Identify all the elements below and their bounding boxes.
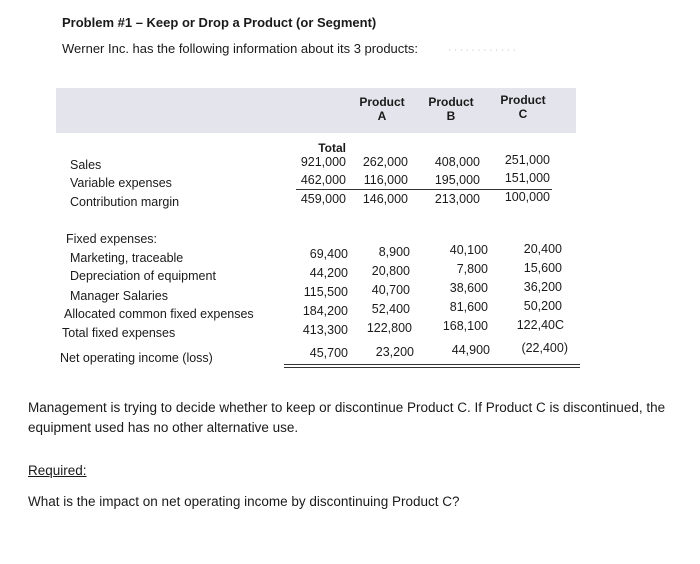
depreciation-a: 20,800 <box>371 264 410 278</box>
table-header-band <box>56 88 576 133</box>
row-label-contribution-margin: Contribution margin <box>70 195 180 209</box>
sales-a: 262,000 <box>362 155 408 169</box>
marketing-a: 8,900 <box>378 245 410 259</box>
cm-c: 100,000 <box>504 190 550 204</box>
sales-b: 408,000 <box>434 155 480 169</box>
noi-c: (22,400) <box>521 341 568 355</box>
marketing-b: 40,100 <box>449 243 488 257</box>
total-fixed-b: 168,100 <box>442 319 488 333</box>
allocated-a: 52,400 <box>371 302 410 316</box>
required-label: Required: <box>28 463 87 478</box>
noi-a: 23,200 <box>375 345 414 359</box>
row-label-sales: Sales <box>70 158 102 172</box>
fixed-expenses-heading: Fixed expenses: <box>66 232 158 246</box>
allocated-total: 184,200 <box>302 304 348 318</box>
col-header-product-c: Product C <box>500 93 546 121</box>
cm-a: 146,000 <box>362 192 408 206</box>
variable-total: 462,000 <box>300 173 346 187</box>
marketing-c: 20,400 <box>523 242 562 256</box>
salaries-total: 115,500 <box>303 285 348 299</box>
sales-total: 921,000 <box>300 155 346 169</box>
col-header-total: Total <box>318 141 346 155</box>
subtotal-rule <box>296 189 552 190</box>
row-label-net-operating-income: Net operating income (loss) <box>60 351 213 365</box>
variable-c: 151,000 <box>504 171 550 185</box>
noi-total: 45,700 <box>309 346 348 360</box>
total-fixed-c: 122,40C <box>516 318 564 332</box>
row-label-allocated-common: Allocated common fixed expenses <box>64 307 254 321</box>
problem-title: Problem #1 – Keep or Drop a Product (or … <box>62 15 377 30</box>
depreciation-total: 44,200 <box>309 266 348 280</box>
row-label-depreciation: Depreciation of equipment <box>70 269 216 283</box>
col-header-product-b: Product B <box>428 95 474 123</box>
cm-total: 459,000 <box>300 192 346 206</box>
row-label-marketing: Marketing, traceable <box>70 251 184 265</box>
row-label-variable-expenses: Variable expenses <box>70 176 172 190</box>
scenario-paragraph: Management is trying to decide whether t… <box>28 400 666 435</box>
intro-text: Werner Inc. has the following informatio… <box>62 41 419 56</box>
double-rule-top <box>284 364 580 365</box>
allocated-c: 50,200 <box>523 299 562 313</box>
allocated-b: 81,600 <box>449 300 488 314</box>
marketing-total: 69,400 <box>309 247 348 261</box>
salaries-a: 40,700 <box>371 283 410 297</box>
depreciation-c: 15,600 <box>523 261 562 275</box>
cm-b: 213,000 <box>434 192 480 206</box>
total-fixed-a: 122,800 <box>366 321 412 335</box>
question-text: What is the impact on net operating inco… <box>28 494 460 509</box>
salaries-b: 38,600 <box>449 281 488 295</box>
sales-c: 251,000 <box>504 153 550 167</box>
variable-a: 116,000 <box>363 173 408 187</box>
bleed-through-text: ᐧ ᐧ ᐧ ᐧ ᐧ ᐧ ᐧ ᐧ ᐧ ᐧ ᐧ ᐧ <box>448 45 516 57</box>
salaries-c: 36,200 <box>523 280 562 294</box>
row-label-total-fixed: Total fixed expenses <box>62 326 176 340</box>
col-header-product-a: Product A <box>359 95 405 123</box>
noi-b: 44,900 <box>451 343 490 357</box>
depreciation-b: 7,800 <box>456 262 488 276</box>
variable-b: 195,000 <box>434 173 480 187</box>
double-rule-bottom <box>284 367 580 368</box>
total-fixed-total: 413,300 <box>302 323 348 337</box>
row-label-manager-salaries: Manager Salaries <box>70 289 168 303</box>
